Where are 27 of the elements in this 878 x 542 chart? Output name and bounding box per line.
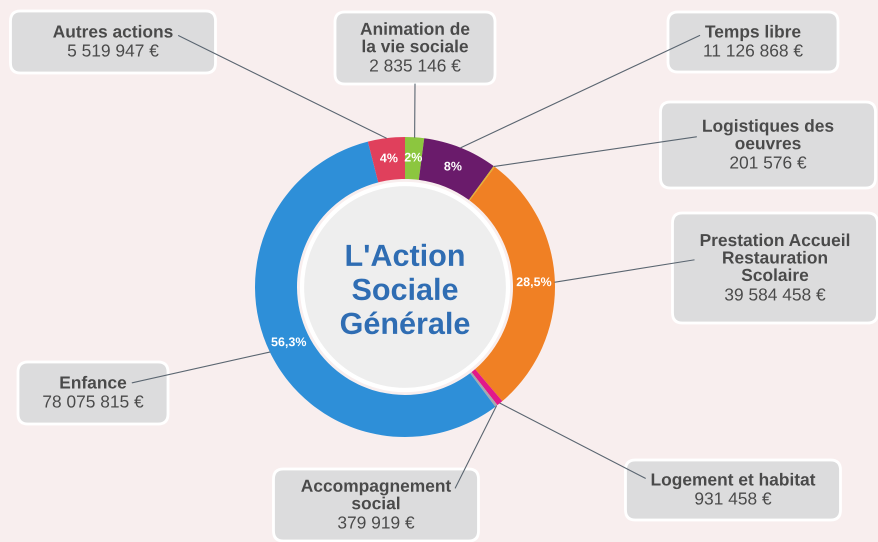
text: 56,3% [271, 337, 306, 348]
slice-label: Temps libre [705, 24, 800, 42]
donut-slice [472, 369, 502, 406]
data-label: 11 126 868 € [704, 44, 803, 57]
slice-label: Autres actions [53, 24, 173, 38]
donut-slice [468, 166, 495, 200]
slice-label: Animation de la vie sociale [360, 22, 470, 52]
data-label: 5 519 947 € [68, 44, 159, 57]
data-label: 78 075 815 € [43, 395, 144, 408]
donut-slice [255, 142, 496, 437]
text: L'Action Sociale Générale [340, 244, 470, 334]
data-label: 201 576 € [730, 156, 806, 169]
slice-label: Enfance [60, 376, 126, 389]
text: 28,5% [516, 277, 552, 288]
slice-label: Prestation Accueil Restauration Scolaire [700, 233, 850, 282]
donut-slice [368, 137, 405, 182]
data-label: 2 835 146 € [370, 59, 461, 72]
data-label: 39 584 458 € [724, 288, 826, 301]
data-label: 379 919 € [338, 516, 414, 529]
donut-slice [470, 166, 555, 402]
text: 8% [444, 162, 462, 171]
slice-label: Logement et habitat [652, 472, 816, 490]
text: 4% [380, 154, 398, 162]
data-label: 931 458 € [695, 492, 772, 505]
slice-label: Logistiques des oeuvres [703, 119, 834, 150]
slice-label: Accompagnement social [301, 480, 452, 510]
donut-slice [470, 372, 498, 407]
